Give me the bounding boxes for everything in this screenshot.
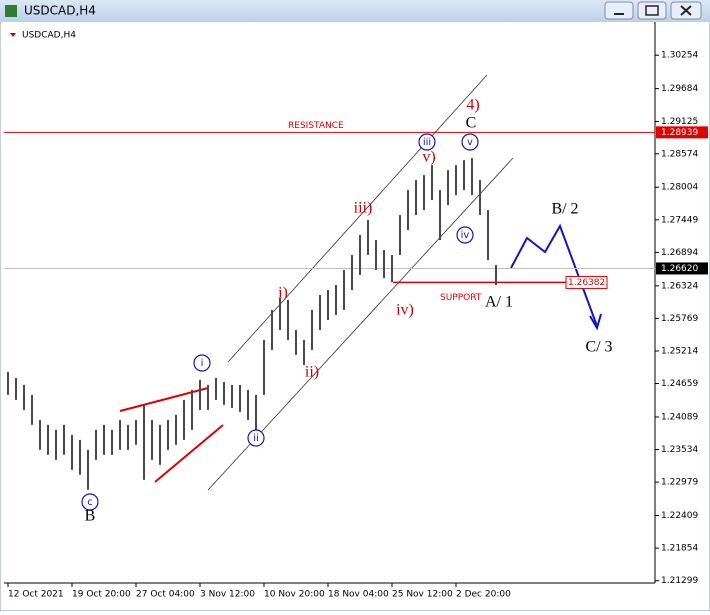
wave-circle <box>81 493 99 511</box>
y-tick-label: 1.24659 <box>661 379 698 389</box>
y-tick-label: 1.26894 <box>661 248 698 258</box>
current-price-label: 1.26620 <box>661 264 698 274</box>
minimize-button[interactable] <box>604 1 634 20</box>
wave-label: C/ 3 <box>585 339 612 356</box>
maximize-button[interactable] <box>637 1 667 20</box>
app-icon <box>5 5 17 17</box>
wave-label: i) <box>278 285 288 302</box>
x-tick-label: 2 Dec 20:00 <box>456 590 511 600</box>
triangle-lower <box>154 424 224 483</box>
y-tick-label: 1.26324 <box>661 281 698 291</box>
wave-label: C <box>466 115 477 132</box>
wave-label: ii) <box>305 364 319 381</box>
wave-label: iv <box>461 230 470 241</box>
wave-label: iii <box>423 137 431 148</box>
wave-label: c <box>87 497 93 508</box>
y-tick-label: 1.21299 <box>661 576 698 586</box>
close-icon <box>680 5 692 16</box>
y-tick-label: 1.27449 <box>661 215 698 225</box>
wave-circle <box>418 133 436 151</box>
chart-title: USDCAD,H4 <box>22 31 76 41</box>
y-tick-label: 1.23534 <box>661 445 698 455</box>
projection-arrow <box>589 313 602 331</box>
y-tick-label: 1.28574 <box>661 149 698 159</box>
wave-label: 4) <box>466 97 479 114</box>
y-tick-label: 1.25214 <box>661 346 698 356</box>
support-name: SUPPORT <box>440 293 482 303</box>
wave-label: i <box>201 358 204 369</box>
resistance-price: 1.28939 <box>661 128 698 138</box>
maximize-icon <box>645 5 659 16</box>
x-tick-label: 12 Oct 2021 <box>8 590 64 600</box>
wave-label: v) <box>422 149 435 166</box>
y-tick-label: 1.22979 <box>661 478 698 488</box>
window-title: USDCAD,H4 <box>24 4 96 18</box>
y-tick-label: 1.29125 <box>661 117 698 127</box>
wave-label: ii <box>253 433 259 444</box>
triangle-upper <box>119 387 209 412</box>
y-tick-label: 1.24089 <box>661 412 698 422</box>
y-tick-label: 1.21854 <box>661 544 698 554</box>
support-box <box>565 275 608 289</box>
wave-label: v <box>467 137 473 148</box>
x-tick-label: 3 Nov 12:00 <box>200 590 255 600</box>
resistance-box <box>656 126 708 139</box>
wave-circle <box>461 133 479 151</box>
x-tick-label: 19 Oct 20:00 <box>72 590 131 600</box>
wave-label: iii) <box>354 200 373 217</box>
wave-circle <box>456 226 474 244</box>
wave-circle <box>193 354 211 372</box>
y-tick-label: 1.28004 <box>661 183 698 193</box>
wave-label: iv) <box>396 302 414 319</box>
y-tick-label: 1.30254 <box>661 51 698 61</box>
title-bar <box>0 0 710 22</box>
wave-label: B <box>85 508 96 525</box>
wave-label: B/ 2 <box>551 201 578 218</box>
y-tick-label: 1.25769 <box>661 314 698 324</box>
symbol-marker <box>10 33 16 37</box>
x-tick-label: 27 Oct 04:00 <box>136 590 195 600</box>
x-tick-label: 10 Nov 20:00 <box>264 590 325 600</box>
resistance-name: RESISTANCE <box>288 121 344 131</box>
wave-circle <box>247 429 265 447</box>
y-tick-label: 1.22409 <box>661 511 698 521</box>
y-tick-label: 1.29684 <box>661 84 698 94</box>
wave-label: A/ 1 <box>485 294 513 311</box>
x-tick-label: 18 Nov 04:00 <box>328 590 389 600</box>
window-buttons <box>604 1 702 20</box>
current-price-box <box>656 262 708 275</box>
x-tick-label: 25 Nov 12:00 <box>392 590 453 600</box>
support-price: 1.26382 <box>568 278 605 288</box>
